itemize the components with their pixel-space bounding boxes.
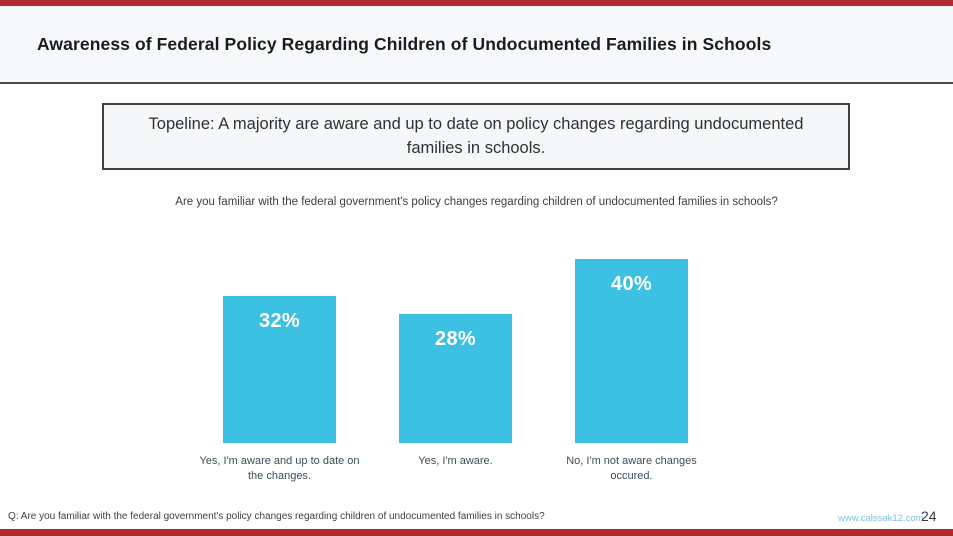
- website-link[interactable]: www.calssak12.com: [838, 513, 924, 524]
- category-label-cell: No, I'm not aware changes occured.: [566, 454, 697, 496]
- slide-header: Awareness of Federal Policy Regarding Ch…: [0, 6, 953, 84]
- top-accent-bar: [0, 0, 953, 6]
- category-label: Yes, I'm aware and up to date on the cha…: [199, 455, 360, 482]
- category-label-cell: Yes, I'm aware.: [399, 454, 512, 496]
- category-label: Yes, I'm aware.: [418, 455, 493, 467]
- bar-value-label: 28%: [435, 328, 476, 350]
- footer-question-text: Q: Are you familiar with the federal gov…: [8, 511, 545, 522]
- bar-2: 28%: [399, 314, 512, 443]
- topline-callout-box: Topeline: A majority are aware and up to…: [102, 103, 850, 170]
- category-labels-row: Yes, I'm aware and up to date on the cha…: [199, 454, 697, 496]
- topline-text: Topeline: A majority are aware and up to…: [148, 114, 804, 157]
- slide-title: Awareness of Federal Policy Regarding Ch…: [37, 33, 772, 54]
- bar-value-label: 40%: [611, 273, 652, 295]
- bars-row: 32% 28% 40%: [223, 259, 688, 443]
- bottom-accent-bar: [0, 529, 953, 536]
- bar-1: 32%: [223, 296, 336, 443]
- page-number: 24: [921, 508, 937, 524]
- survey-question-subtitle: Are you familiar with the federal govern…: [175, 196, 778, 208]
- bar-value-label: 32%: [259, 310, 300, 332]
- category-label-cell: Yes, I'm aware and up to date on the cha…: [199, 454, 359, 496]
- category-label: No, I'm not aware changes occured.: [566, 455, 697, 482]
- bar-3: 40%: [575, 259, 688, 443]
